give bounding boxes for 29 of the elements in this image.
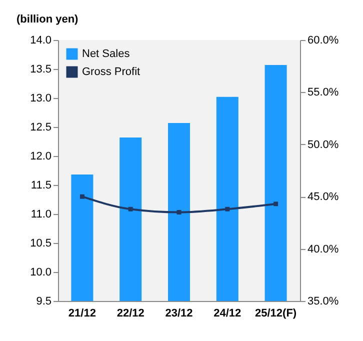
point (225, 206, 230, 212)
y-tick-label: 9.5 (36, 296, 52, 308)
y-tick-label: 13.5 (30, 64, 52, 76)
y-tick-label: 12.0 (30, 150, 52, 162)
y2-tick-label: 60.0% (308, 34, 339, 46)
y-tick-label: 12.5 (30, 122, 52, 134)
y-tick-label: 10.0 (30, 266, 52, 278)
point (80, 194, 84, 199)
x-tick-label: 24/12 (214, 308, 242, 320)
point (274, 202, 278, 206)
point (128, 206, 133, 212)
y-tick-label: 10.5 (30, 238, 52, 250)
x-tick-label: 25/12(F) (255, 308, 297, 320)
legend-label: Net Sales (82, 48, 130, 60)
y2-tick-label: 55.0% (308, 86, 339, 99)
legend-label: Gross Profit (82, 66, 140, 78)
y2-tick-label: 45.0% (308, 191, 339, 204)
y-tick-label: 11.5 (30, 180, 52, 192)
y-tick-label: 11.0 (30, 208, 52, 220)
y-tick-label: 14.0 (30, 34, 52, 46)
y2-tick-label: 50.0% (308, 138, 339, 151)
y-tick-label: 13.0 (30, 92, 52, 104)
x-tick-label: 21/12 (68, 308, 96, 320)
x-tick-label: 22/12 (116, 308, 144, 320)
y2-tick-label: 35.0% (308, 296, 339, 308)
y-axis-title: (billion yen) (16, 14, 79, 26)
point (176, 210, 182, 214)
x-tick-label: 23/12 (165, 308, 193, 320)
y2-tick-label: 40.0% (308, 243, 339, 256)
